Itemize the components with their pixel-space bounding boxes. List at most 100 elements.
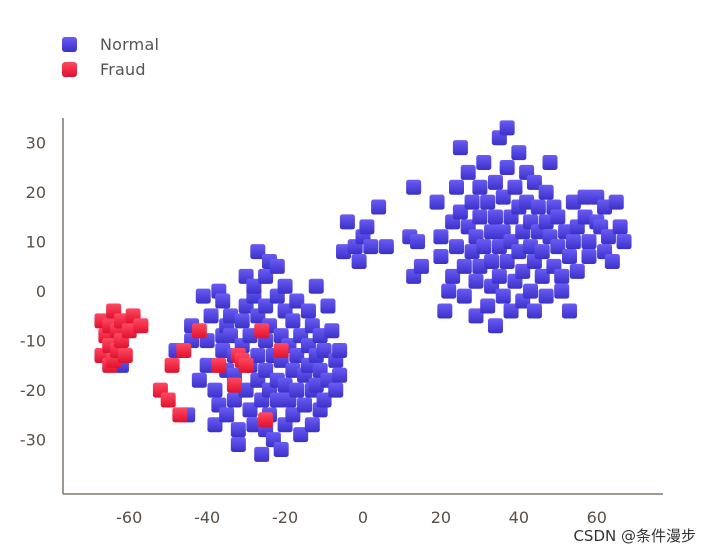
- normal-point: [523, 283, 539, 299]
- normal-point: [308, 278, 324, 294]
- normal-point: [441, 283, 457, 299]
- normal-point: [511, 145, 527, 161]
- normal-point: [269, 258, 285, 274]
- normal-point: [476, 155, 492, 171]
- x-tick-label: -40: [194, 508, 220, 527]
- normal-point: [538, 214, 554, 230]
- normal-point: [495, 189, 511, 205]
- normal-point: [371, 199, 387, 215]
- normal-point: [526, 174, 542, 190]
- legend: Normal Fraud: [62, 32, 159, 82]
- normal-point: [456, 258, 472, 274]
- normal-point: [254, 446, 270, 462]
- normal-point: [530, 199, 546, 215]
- normal-point: [519, 194, 535, 210]
- y-tick-label: -30: [20, 431, 46, 450]
- normal-point: [207, 417, 223, 433]
- legend-label-normal: Normal: [100, 35, 160, 54]
- normal-point: [526, 303, 542, 319]
- normal-point: [351, 253, 367, 269]
- fraud-point: [121, 323, 137, 339]
- fraud-point: [238, 357, 254, 373]
- normal-point: [289, 347, 305, 363]
- legend-item-fraud: Fraud: [62, 57, 159, 82]
- y-tick-label: 10: [26, 233, 46, 252]
- normal-point: [429, 194, 445, 210]
- normal-point: [503, 303, 519, 319]
- normal-point: [308, 377, 324, 393]
- normal-point: [285, 362, 301, 378]
- normal-point: [277, 377, 293, 393]
- normal-point: [320, 298, 336, 314]
- normal-point: [234, 313, 250, 329]
- normal-point: [332, 343, 348, 359]
- normal-point: [238, 382, 254, 398]
- y-tick-label: 0: [36, 282, 46, 301]
- x-tick-label: -60: [116, 508, 142, 527]
- normal-point: [258, 362, 274, 378]
- normal-point: [437, 303, 453, 319]
- x-tick-label: -20: [272, 508, 298, 527]
- legend-label-fraud: Fraud: [100, 60, 146, 79]
- normal-point: [487, 174, 503, 190]
- normal-point: [304, 417, 320, 433]
- fraud-point: [160, 392, 176, 408]
- normal-point: [277, 278, 293, 294]
- normal-point: [332, 367, 348, 383]
- fraud-point: [133, 318, 149, 334]
- normal-point: [219, 407, 235, 423]
- fraud-point: [172, 407, 188, 423]
- normal-point: [507, 179, 523, 195]
- watermark: CSDN @条件漫步: [573, 527, 696, 545]
- normal-point: [324, 323, 340, 339]
- normal-point: [410, 234, 426, 250]
- normal-point: [468, 308, 484, 324]
- normal-point: [445, 268, 461, 284]
- normal-point: [538, 288, 554, 304]
- normal-point: [569, 263, 585, 279]
- legend-swatch-normal: [62, 37, 77, 52]
- normal-point: [207, 382, 223, 398]
- fraud-point: [273, 343, 289, 359]
- normal-point: [242, 402, 258, 418]
- normal-point: [203, 308, 219, 324]
- normal-point: [487, 209, 503, 225]
- normal-point: [616, 234, 632, 250]
- fraud-point: [254, 323, 270, 339]
- normal-point: [215, 293, 231, 309]
- normal-point: [511, 244, 527, 260]
- normal-point: [476, 239, 492, 255]
- y-tick-label: 30: [26, 134, 46, 153]
- normal-point: [223, 328, 239, 344]
- normal-point: [250, 347, 266, 363]
- normal-point: [472, 209, 488, 225]
- normal-point: [449, 239, 465, 255]
- fraud-point: [164, 357, 180, 373]
- normal-point: [456, 288, 472, 304]
- normal-point: [487, 318, 503, 334]
- normal-point: [491, 239, 507, 255]
- normal-point: [472, 179, 488, 195]
- normal-point: [604, 253, 620, 269]
- normal-point: [499, 159, 515, 175]
- fraud-point: [258, 412, 274, 428]
- normal-point: [542, 155, 558, 171]
- normal-point: [223, 308, 239, 324]
- fraud-point: [176, 343, 192, 359]
- normal-point: [359, 219, 375, 235]
- normal-point: [258, 298, 274, 314]
- normal-point: [581, 249, 597, 265]
- normal-point: [561, 303, 577, 319]
- normal-point: [300, 303, 316, 319]
- normal-point: [336, 244, 352, 260]
- normal-point: [250, 244, 266, 260]
- normal-point: [195, 288, 211, 304]
- normal-point: [581, 234, 597, 250]
- normal-point: [433, 249, 449, 265]
- normal-point: [495, 288, 511, 304]
- normal-point: [269, 392, 285, 408]
- normal-point: [538, 184, 554, 200]
- normal-point: [378, 239, 394, 255]
- normal-point: [215, 343, 231, 359]
